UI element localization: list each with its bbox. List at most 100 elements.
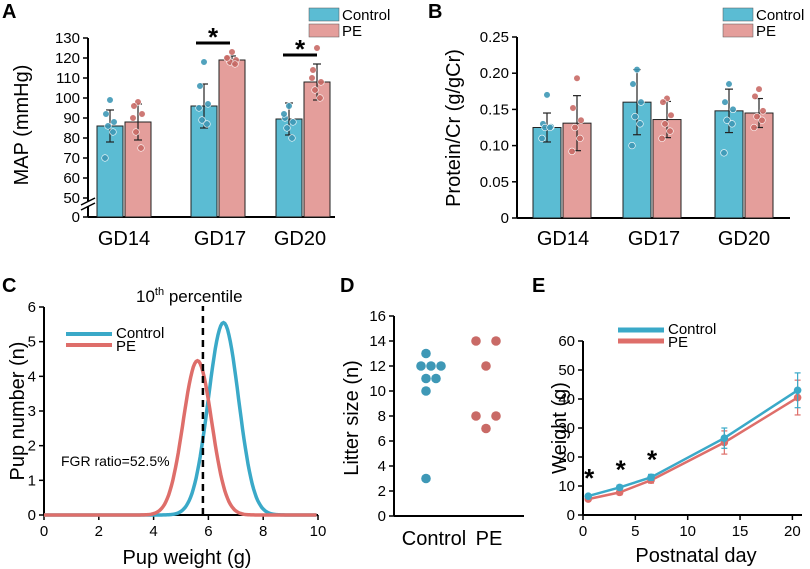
panel-a-sig-star-gd20: * (295, 34, 306, 64)
y-tick-label: 110 (56, 70, 80, 87)
data-point (228, 48, 236, 56)
legend-label-control: Control (342, 7, 390, 24)
litter-point-control (421, 386, 431, 396)
data-point (200, 58, 208, 66)
y-tick-label: 100 (55, 90, 80, 107)
data-point (317, 78, 325, 86)
panel-label-d: D (340, 275, 354, 297)
litter-point-control (421, 348, 431, 359)
panel-c-fgr-annotation: FGR ratio=52.5% (61, 453, 170, 469)
litter-point-pe (491, 411, 501, 421)
axis-break-mark (80, 197, 96, 206)
panel-a-legend: Control PE (308, 7, 390, 40)
panel-e: E Weight (g) Postnatal day 0 5 10 15 20 0 10 20… (532, 275, 802, 567)
data-point (109, 128, 117, 136)
legend-swatch-control (722, 7, 754, 22)
data-point (729, 105, 737, 113)
point-control (584, 492, 593, 500)
data-point (546, 123, 554, 132)
panel-b-category-gd17: GD17 (628, 228, 680, 250)
data-point (725, 80, 733, 88)
data-point (288, 134, 296, 142)
data-point (308, 74, 316, 82)
x-tick-label: 2 (95, 523, 103, 540)
litter-point-control (421, 473, 431, 484)
data-point (633, 65, 641, 74)
x-tick-label: 10 (310, 523, 327, 540)
panel-a-category-gd20: GD20 (274, 228, 326, 250)
y-tick-label: 12 (369, 358, 386, 375)
data-point (577, 116, 585, 124)
x-tick-label: 10 (679, 523, 696, 540)
data-point (203, 120, 211, 128)
data-point (138, 110, 146, 118)
legend-label-pe: PE (116, 338, 136, 355)
y-tick-label: 50 (558, 362, 575, 379)
data-point (129, 114, 137, 122)
data-point (720, 149, 728, 157)
curve-pe (44, 358, 317, 517)
panel-d-category-control: Control (402, 528, 466, 550)
y-tick-label: 6 (378, 433, 386, 450)
y-tick-label: 2 (28, 438, 36, 455)
data-point (569, 104, 577, 112)
panel-e-significance: * * * (584, 444, 658, 493)
data-point (538, 134, 546, 142)
y-tick-label: 130 (55, 30, 80, 47)
panel-c: C Pup number (n) Pup weight (g) 0 2 4 6 8 10 0… (2, 275, 326, 569)
y-tick-label: 50 (63, 190, 80, 207)
point-control (647, 473, 655, 482)
y-tick-label: 80 (63, 130, 80, 147)
litter-point-control (431, 373, 441, 384)
legend-label-control: Control (116, 325, 164, 342)
x-tick-label: 15 (732, 523, 749, 540)
data-point (658, 134, 666, 142)
data-point (223, 54, 231, 62)
data-point (101, 154, 109, 162)
panel-c-curves (44, 306, 317, 517)
data-point (636, 120, 644, 128)
y-tick-label: 30 (558, 420, 575, 437)
litter-point-control (436, 361, 446, 371)
legend-swatch-control (308, 7, 340, 22)
y-tick-label: 60 (63, 170, 80, 187)
data-point (637, 98, 645, 106)
x-tick-label: 8 (259, 523, 267, 540)
legend-swatch-pe (722, 23, 754, 38)
curve-control (44, 320, 317, 517)
data-point (102, 110, 110, 118)
data-point (631, 113, 639, 121)
panel-label-a: A (2, 1, 16, 23)
data-point (759, 107, 767, 115)
panel-b-category-gd14: GD14 (537, 228, 589, 250)
data-point (309, 66, 317, 74)
panel-c-x-axis-label: Pup weight (g) (123, 547, 252, 569)
bar-pe-gd20 (744, 112, 774, 219)
panel-b-bars (532, 65, 774, 219)
x-tick-label: 6 (204, 523, 212, 540)
y-tick-label: 0.05 (480, 174, 509, 191)
panel-c-y-axis-label: Pup number (n) (7, 342, 29, 481)
panel-c-legend: Control PE (66, 325, 164, 355)
y-tick-label: 0 (378, 508, 386, 525)
data-point (195, 104, 203, 112)
data-point (755, 85, 763, 93)
legend-label-control: Control (668, 321, 716, 338)
y-tick-label: 10 (558, 478, 575, 495)
significance-star: * (584, 463, 595, 493)
panel-a-sig-star-gd17: * (208, 22, 219, 52)
litter-point-pe (471, 336, 481, 346)
panel-a: A MAP (mmHg) 0 50 60 70 80 90 100 110 120 130 GD1… (2, 1, 390, 250)
legend-label-control: Control (756, 7, 804, 24)
panel-a-y-axis-label: MAP (mmHg) (11, 65, 33, 186)
data-point (728, 120, 736, 128)
bar-pe-gd20 (303, 81, 331, 218)
legend-label-pe: PE (756, 23, 776, 40)
y-tick-label: 0 (28, 507, 36, 524)
y-tick-label: 0.25 (480, 29, 509, 46)
y-tick-label: 4 (28, 368, 36, 385)
panel-a-significance: * * (196, 22, 317, 64)
data-point (758, 116, 766, 124)
panel-b-category-gd20: GD20 (718, 228, 770, 250)
